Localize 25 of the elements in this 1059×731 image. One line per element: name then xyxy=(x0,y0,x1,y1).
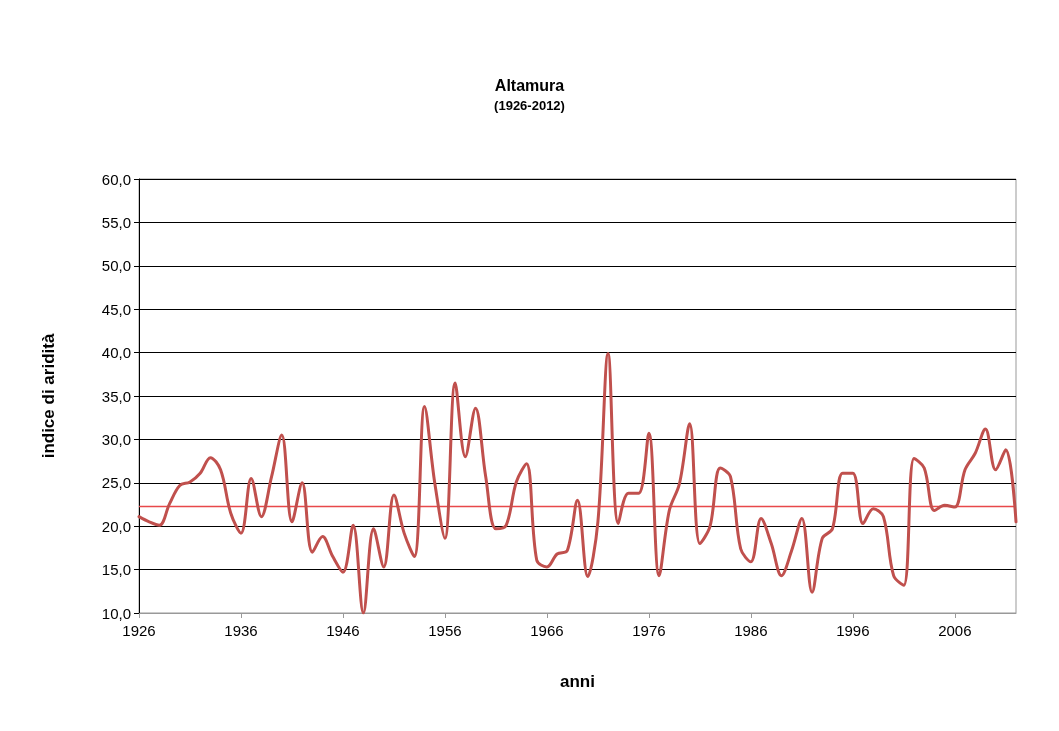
x-tick-label: 1946 xyxy=(326,622,360,639)
y-tick-label: 45,0 xyxy=(101,300,131,318)
y-tick-label: 60,0 xyxy=(101,170,131,188)
x-tick-label: 1926 xyxy=(122,622,156,639)
chart-subtitle: (1926-2012) xyxy=(494,98,565,113)
x-tick-label: 2006 xyxy=(938,622,972,639)
x-tick-label: 1986 xyxy=(734,622,768,639)
x-tick-label: 1936 xyxy=(224,622,258,639)
chart-title: Altamura xyxy=(494,76,565,94)
y-tick-label: 10,0 xyxy=(101,604,131,622)
y-axis-title: indice di aridità xyxy=(39,333,58,459)
x-axis-title: anni xyxy=(560,672,595,691)
y-tick-label: 35,0 xyxy=(101,387,131,405)
y-tick-label: 15,0 xyxy=(101,561,131,579)
x-tick-label: 1996 xyxy=(836,622,870,639)
y-tick-label: 55,0 xyxy=(101,213,131,231)
x-tick-label: 1966 xyxy=(530,622,564,639)
x-tick-label: 1956 xyxy=(428,622,462,639)
y-tick-label: 40,0 xyxy=(101,344,131,362)
y-tick-label: 50,0 xyxy=(101,257,131,275)
y-tick-label: 30,0 xyxy=(101,430,131,448)
y-tick-label: 20,0 xyxy=(101,517,131,535)
y-tick-label: 25,0 xyxy=(101,474,131,492)
x-tick-label: 1976 xyxy=(632,622,666,639)
line-series xyxy=(137,351,1018,615)
